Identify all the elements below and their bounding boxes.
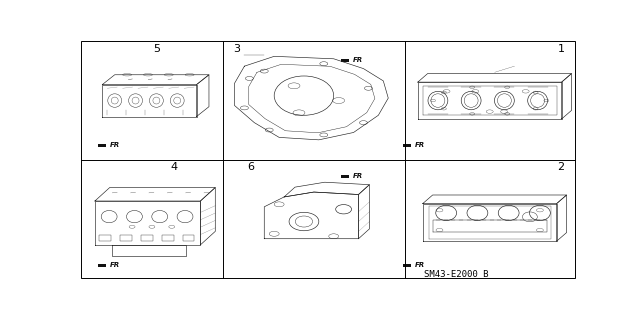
Bar: [182, 235, 195, 241]
Bar: [341, 174, 349, 178]
Text: 4: 4: [171, 162, 178, 172]
Bar: [403, 264, 412, 267]
Text: FR: FR: [415, 142, 425, 148]
Text: FR: FR: [415, 263, 425, 269]
Bar: [403, 144, 412, 147]
Text: FR: FR: [110, 142, 120, 148]
Text: 5: 5: [154, 44, 161, 54]
Text: FR: FR: [353, 57, 363, 63]
Text: 6: 6: [248, 162, 255, 172]
Bar: [99, 144, 106, 147]
Bar: [99, 235, 111, 241]
Text: FR: FR: [110, 263, 120, 269]
Bar: [141, 235, 153, 241]
Text: 1: 1: [557, 44, 564, 54]
Bar: [99, 264, 106, 267]
Text: SM43-E2000 B: SM43-E2000 B: [424, 270, 488, 279]
Text: 3: 3: [233, 44, 240, 54]
Bar: [120, 235, 132, 241]
Text: FR: FR: [353, 173, 363, 179]
Text: 2: 2: [557, 162, 564, 172]
Bar: [341, 59, 349, 62]
Bar: [162, 235, 173, 241]
